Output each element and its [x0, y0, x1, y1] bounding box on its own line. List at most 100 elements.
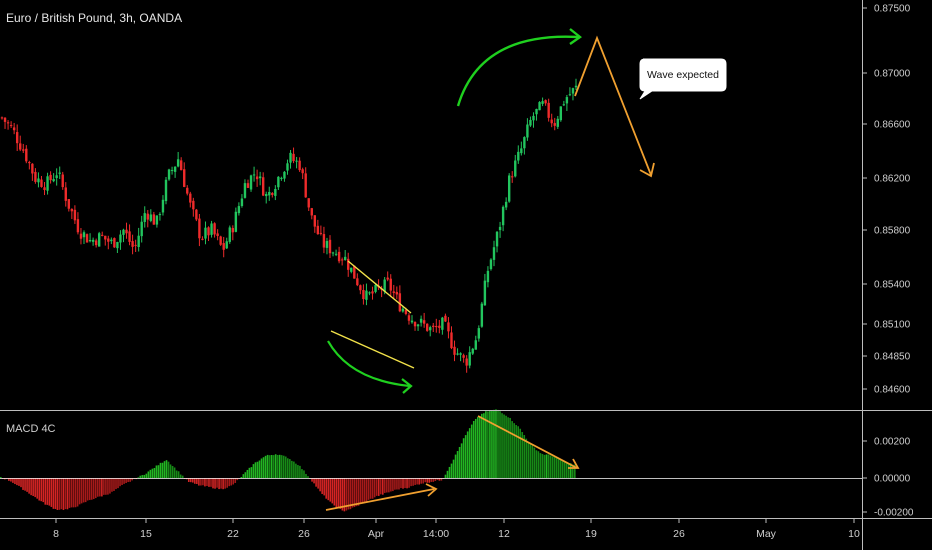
macd-bar [196, 478, 198, 485]
candle-body [201, 238, 204, 240]
macd-bar [254, 462, 257, 478]
macd-bar [12, 478, 14, 483]
candle-body [353, 265, 356, 279]
wedge-upper-line [347, 260, 412, 314]
macd-bar [303, 470, 305, 478]
macd-bar [545, 454, 548, 478]
candle-body [161, 199, 165, 213]
macd-bar [105, 478, 107, 495]
macd-bar [248, 467, 251, 478]
macd-bar [476, 417, 479, 478]
macd-bar [14, 478, 16, 485]
macd-bar [56, 478, 59, 510]
macd-bar [456, 451, 459, 478]
time-tick-label: 14:00 [423, 528, 449, 540]
candle-body [249, 175, 253, 190]
macd-bar [101, 478, 103, 497]
macd-bar [159, 462, 162, 478]
macd-bar [232, 478, 235, 485]
macd-bar [278, 454, 281, 478]
macd-bar [422, 478, 425, 484]
candle-body [471, 348, 474, 354]
macd-bar [553, 456, 556, 478]
macd-bar [38, 478, 41, 501]
candle-body [207, 227, 210, 236]
candle-body [219, 236, 222, 245]
candle-body [416, 324, 420, 327]
candle-body [307, 198, 310, 208]
candle-body [186, 187, 189, 194]
macd-bar [371, 478, 374, 499]
macd-bar [426, 478, 429, 483]
macd-bar [208, 478, 210, 487]
macd-bar [339, 478, 342, 509]
macd-bar [561, 460, 564, 478]
arrowhead-icon [569, 28, 583, 45]
candle-body [28, 162, 31, 164]
candle-body [489, 259, 493, 270]
candle-body [134, 244, 137, 246]
time-tick-label: 8 [53, 528, 59, 540]
candle-body [176, 159, 180, 167]
macd-bar [147, 471, 150, 478]
macd-bar [204, 478, 206, 487]
macd-bar [408, 478, 410, 488]
candle-body [146, 213, 149, 220]
macd-bar [153, 467, 156, 478]
candle-body [438, 325, 441, 328]
candle-body [511, 176, 514, 178]
macd-bar [125, 478, 127, 483]
candle-body [574, 85, 578, 88]
macd-bar [246, 469, 249, 478]
macd-bar [167, 461, 170, 478]
macd-bar [216, 478, 218, 488]
time-axis[interactable]: 8 15 22 26 Apr 14:00 12 19 26 May 10 [53, 518, 860, 540]
macd-bar [489, 410, 491, 478]
macd-bar [547, 454, 550, 478]
price-tick-label: 0.84600 [874, 385, 911, 396]
candle-body [277, 176, 280, 188]
macd-bar [373, 478, 376, 498]
macd-bar [497, 409, 499, 478]
price-tick-label: 0.85800 [874, 226, 911, 237]
candle-body [261, 177, 265, 196]
candle-body [301, 169, 304, 174]
candle-body [61, 174, 64, 188]
time-tick-label: 19 [585, 528, 597, 540]
macd-bar [483, 413, 485, 478]
candle-body [104, 235, 107, 240]
candle-body [480, 303, 484, 327]
macd-bar [260, 458, 263, 478]
candle-body [295, 160, 298, 162]
candle-body [368, 292, 371, 294]
macd-bar [155, 465, 158, 478]
macd-bar [513, 423, 515, 478]
macd-bar [495, 409, 497, 478]
candle-body [374, 284, 377, 292]
candle-body [413, 321, 417, 327]
macd-bar [20, 478, 22, 488]
candle-body [167, 169, 171, 180]
annotation-bubble[interactable]: Wave expected [639, 58, 727, 100]
macd-bar [276, 454, 279, 478]
candle-body [532, 115, 535, 121]
macd-bar [18, 478, 20, 486]
price-candles [0, 78, 578, 373]
price-axis[interactable]: 0.87500 0.87000 0.86600 0.86200 0.85800 0.854… [862, 4, 911, 396]
macd-bar [10, 478, 12, 482]
macd-bar [297, 465, 299, 478]
macd-bar [192, 478, 194, 483]
candle-body [362, 290, 365, 300]
candle-body [526, 124, 529, 138]
macd-bar [529, 443, 532, 478]
macd-bar [226, 478, 228, 488]
candle-body [444, 315, 447, 322]
candle-body [556, 118, 559, 127]
macd-bar [145, 473, 148, 478]
macd-bar [58, 478, 61, 510]
time-tick-label: 10 [848, 528, 860, 540]
macd-bar [307, 476, 309, 478]
candle-body [477, 328, 481, 339]
candle-body [15, 132, 19, 144]
